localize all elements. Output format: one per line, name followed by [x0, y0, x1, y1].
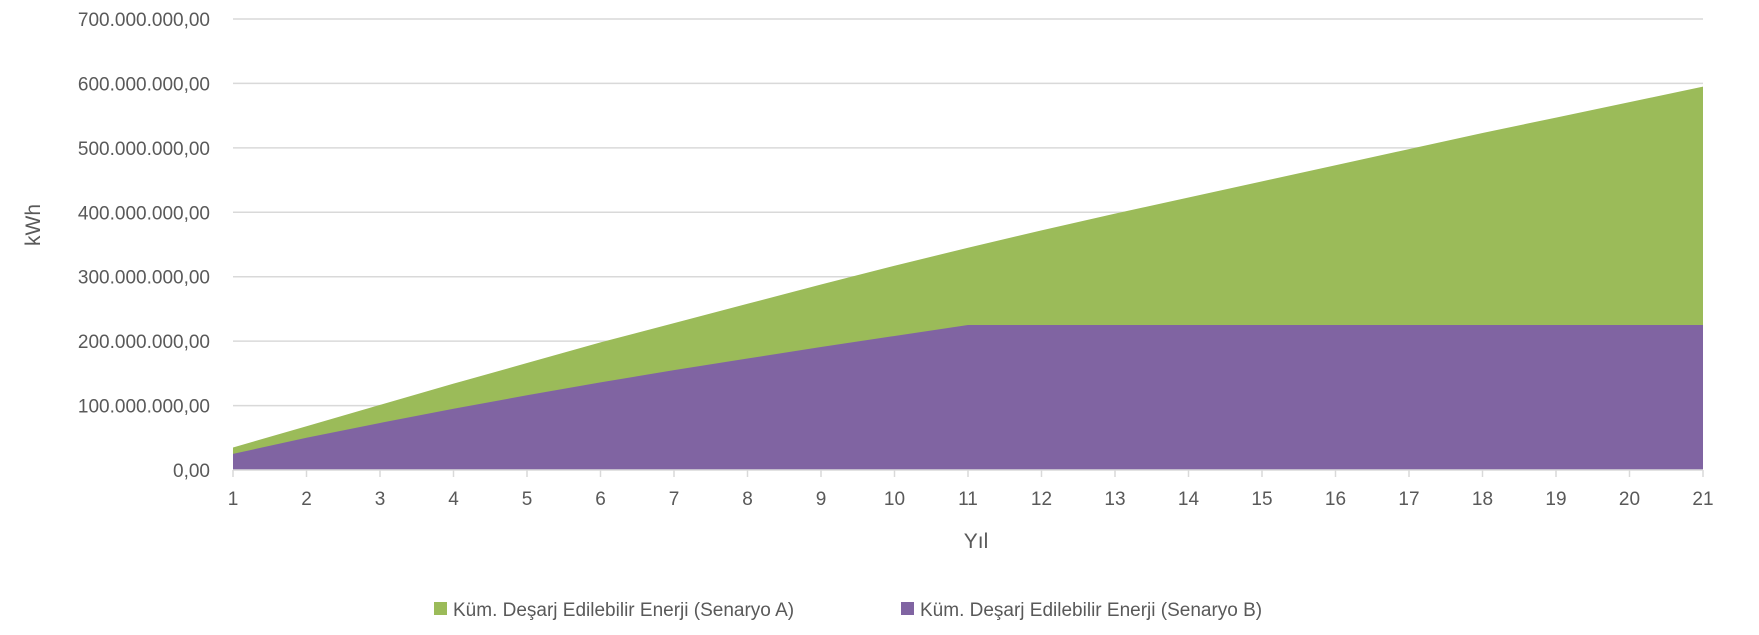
- x-tick-label: 12: [1031, 489, 1052, 510]
- y-tick-label: 500.000.000,00: [78, 139, 210, 160]
- x-tick-label: 4: [448, 489, 459, 510]
- x-tick-label: 10: [884, 489, 905, 510]
- x-tick-label: 11: [958, 489, 978, 510]
- y-tick-label: 600.000.000,00: [78, 74, 210, 95]
- legend-label: Küm. Deşarj Edilebilir Enerji (Senaryo A…: [453, 600, 794, 621]
- y-tick-label: 200.000.000,00: [78, 332, 210, 353]
- legend: Küm. Deşarj Edilebilir Enerji (Senaryo A…: [434, 600, 1262, 621]
- series-areas: [233, 86, 1703, 471]
- x-tick-label: 17: [1398, 489, 1419, 510]
- x-tick-label: 19: [1545, 489, 1566, 510]
- x-tick-labels: 1 2 3 4 5 6 7 8 9 10 11 12 13 14 15 16 17 18 19 20 21: [228, 489, 1714, 510]
- legend-label: Küm. Deşarj Edilebilir Enerji (Senaryo B…: [920, 600, 1262, 621]
- axes: [232, 469, 1704, 477]
- y-tick-label: 0,00: [173, 461, 210, 482]
- legend-swatch: [901, 602, 914, 615]
- x-tick-label: 21: [1692, 489, 1713, 510]
- x-tick-label: 13: [1104, 489, 1125, 510]
- x-tick-label: 16: [1325, 489, 1346, 510]
- x-tick-label: 18: [1472, 489, 1493, 510]
- y-tick-label: 300.000.000,00: [78, 268, 210, 289]
- x-tick-label: 3: [375, 489, 386, 510]
- x-tick-label: 9: [816, 489, 827, 510]
- x-tick-label: 6: [595, 489, 606, 510]
- y-tick-label: 100.000.000,00: [78, 397, 210, 418]
- x-tick-label: 2: [301, 489, 312, 510]
- y-tick-label: 700.000.000,00: [78, 10, 210, 31]
- x-tick-label: 5: [522, 489, 533, 510]
- y-axis-title: kWh: [22, 204, 45, 246]
- x-tick-label: 15: [1251, 489, 1272, 510]
- legend-swatch: [434, 602, 447, 615]
- y-tick-label: 400.000.000,00: [78, 203, 210, 224]
- x-tick-label: 8: [742, 489, 753, 510]
- x-tick-label: 14: [1178, 489, 1200, 510]
- x-tick-label: 7: [669, 489, 680, 510]
- x-tick-label: 1: [228, 489, 239, 510]
- x-axis-title: Yıl: [964, 530, 989, 553]
- y-tick-labels: 0,00 100.000.000,00 200.000.000,00 300.000.…: [78, 10, 210, 482]
- series-area-senaryo-b: [233, 325, 1703, 470]
- x-tick-label: 20: [1619, 489, 1640, 510]
